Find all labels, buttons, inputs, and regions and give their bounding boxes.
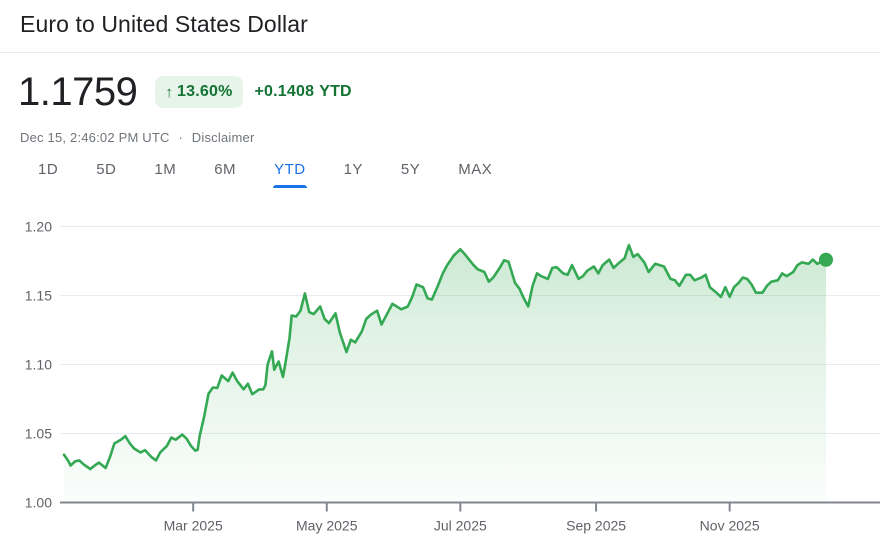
quote-timestamp: Dec 15, 2:46:02 PM UTC [20, 130, 170, 145]
chart-area-fill [64, 245, 826, 503]
change-absolute: +0.1408 YTD [255, 83, 352, 101]
y-axis-label: 1.20 [25, 219, 52, 235]
chart-endpoint-dot [819, 252, 833, 267]
tab-max[interactable]: MAX [458, 161, 493, 178]
up-arrow-icon: ↑ [165, 83, 174, 101]
tab-6m[interactable]: 6M [214, 161, 237, 178]
y-axis-label: 1.15 [25, 288, 52, 304]
tab-5y[interactable]: 5Y [400, 161, 421, 178]
price-chart[interactable]: 1.20 1.15 1.10 1.05 1.00 Mar 2025 May 2025 Jul … [0, 200, 880, 545]
x-axis-label: Mar 2025 [164, 518, 223, 534]
tab-5d[interactable]: 5D [96, 161, 117, 178]
tab-ytd[interactable]: YTD [273, 161, 307, 188]
change-percent-value: 13.60% [177, 83, 233, 100]
dot-separator: · [178, 130, 183, 145]
y-axis-label: 1.10 [25, 357, 52, 373]
tab-1d[interactable]: 1D [38, 161, 59, 178]
timestamp-row: Dec 15, 2:46:02 PM UTC · Disclaimer [20, 130, 254, 145]
page-title: Euro to United States Dollar [20, 11, 308, 37]
tab-1m[interactable]: 1M [154, 161, 177, 178]
y-axis-label: 1.00 [25, 495, 52, 511]
x-axis-label: Jul 2025 [434, 518, 487, 534]
tab-1y[interactable]: 1Y [343, 161, 363, 178]
time-range-tabs: 1D 5D 1M 6M YTD 1Y 5Y MAX [38, 161, 492, 188]
x-axis-label: Nov 2025 [700, 518, 760, 534]
quote-row: 1.1759 ↑ 13.60% +0.1408 YTD [18, 70, 352, 114]
x-axis-label: May 2025 [296, 518, 358, 534]
disclaimer-link[interactable]: Disclaimer [191, 130, 255, 145]
change-percent-badge: ↑ 13.60% [155, 76, 243, 108]
chart-line [62, 243, 828, 471]
current-price: 1.1759 [18, 69, 138, 114]
y-axis-label: 1.05 [25, 426, 52, 442]
x-axis-label: Sep 2025 [566, 518, 626, 534]
change-period-label: YTD [319, 83, 352, 100]
change-absolute-value: +0.1408 [254, 83, 315, 100]
header-divider [0, 52, 880, 53]
